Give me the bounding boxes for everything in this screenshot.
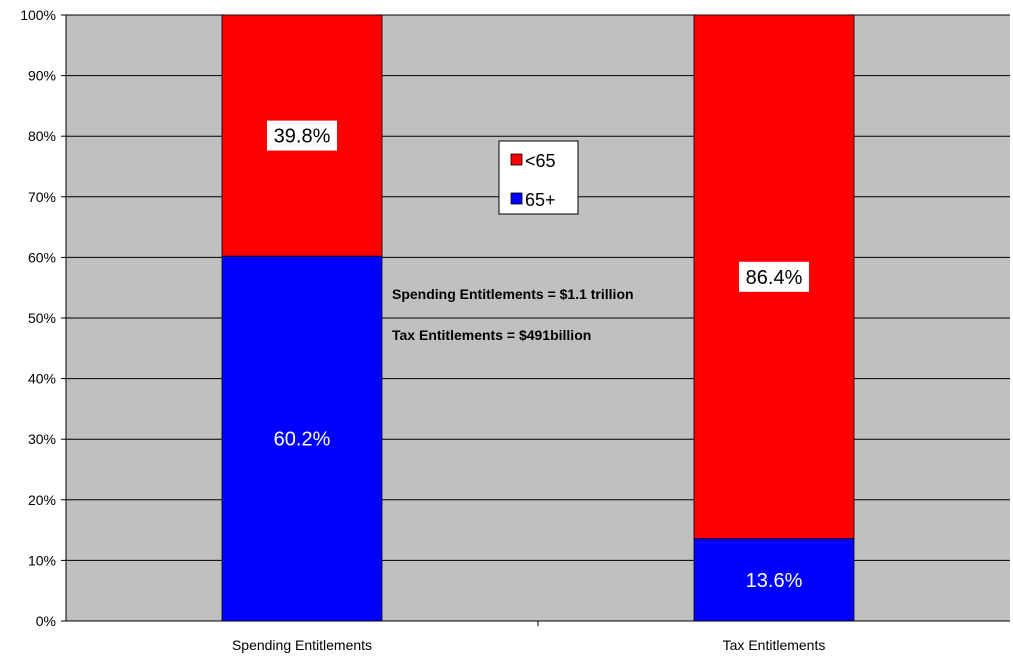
legend-label-under-65: <65 bbox=[525, 151, 556, 171]
data-labels: 60.2% 39.8% 13.6% 86.4% bbox=[267, 120, 809, 592]
bar-segment bbox=[221, 255, 383, 622]
y-tick-label: 30% bbox=[28, 431, 56, 447]
legend-label-65-plus: 65+ bbox=[525, 190, 556, 210]
y-tick-label: 40% bbox=[28, 371, 56, 387]
y-tick-label: 70% bbox=[28, 189, 56, 205]
bar-segment bbox=[693, 538, 855, 622]
y-tick-label: 10% bbox=[28, 552, 56, 568]
category-label: Spending Entitlements bbox=[232, 637, 372, 653]
legend: <65 65+ bbox=[498, 140, 579, 215]
y-tick-label: 20% bbox=[28, 492, 56, 508]
data-label-background bbox=[739, 261, 809, 292]
y-tick-labels: 0% 10% 20% 30% 40% 50% 60% 70% 80% 90% 100% bbox=[20, 7, 66, 629]
category-labels: Spending Entitlements Tax Entitlements bbox=[232, 637, 825, 653]
legend-swatch-65-plus bbox=[510, 192, 523, 205]
y-tick-label: 100% bbox=[20, 7, 56, 23]
annotation-tax-total: Tax Entitlements = $491billion bbox=[392, 327, 591, 343]
data-label-background bbox=[267, 120, 337, 151]
y-tick-label: 0% bbox=[36, 613, 56, 629]
category-label: Tax Entitlements bbox=[723, 637, 826, 653]
data-label: 13.6% bbox=[746, 570, 803, 592]
legend-swatch-under-65 bbox=[510, 153, 523, 166]
bars bbox=[221, 14, 855, 622]
data-label: 86.4% bbox=[746, 267, 803, 289]
y-tick-label: 60% bbox=[28, 249, 56, 265]
y-tick-label: 90% bbox=[28, 68, 56, 84]
data-label: 60.2% bbox=[274, 429, 331, 451]
y-tick-label: 50% bbox=[28, 310, 56, 326]
y-tick-label: 80% bbox=[28, 128, 56, 144]
data-label: 39.8% bbox=[274, 126, 331, 148]
annotation-spending-total: Spending Entitlements = $1.1 trillion bbox=[392, 286, 634, 302]
annotations: Spending Entitlements = $1.1 trillion Ta… bbox=[392, 286, 634, 343]
